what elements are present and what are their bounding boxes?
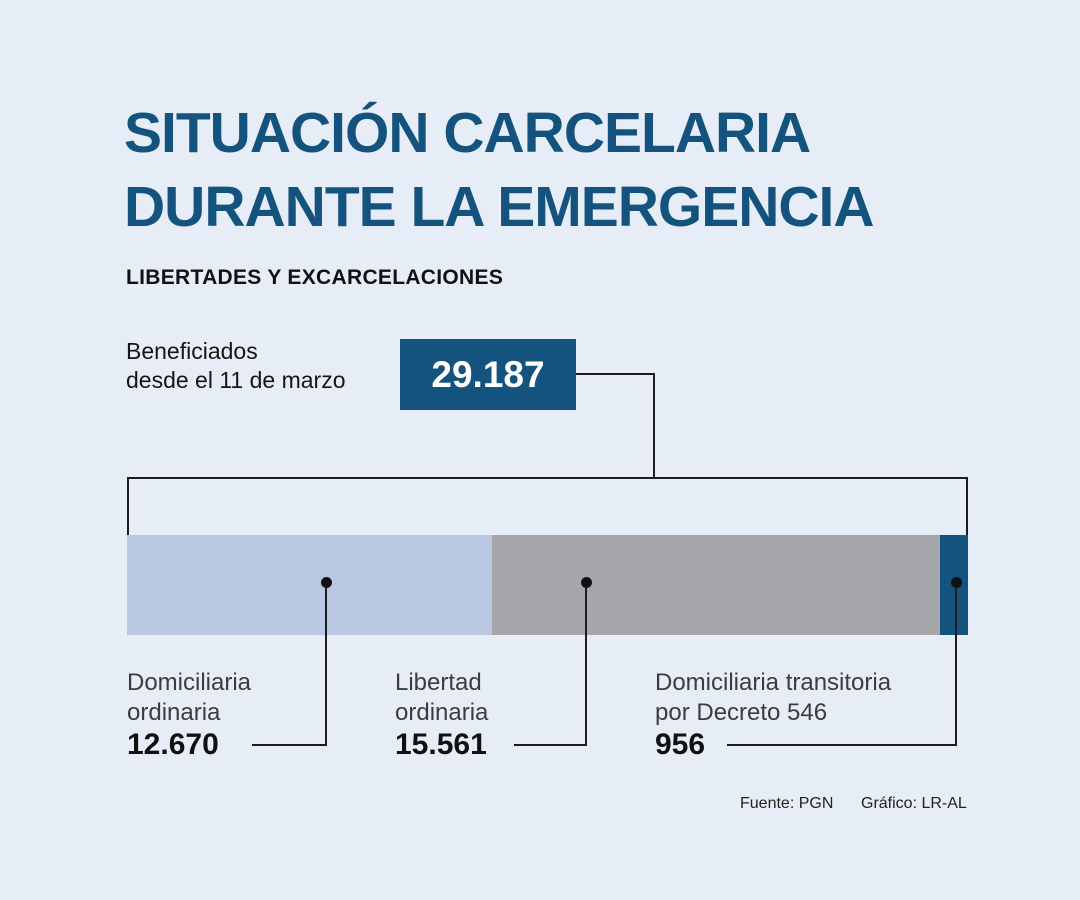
- marker-dot-3: [951, 577, 962, 588]
- segment-label-3: Domiciliaria transitoria por Decreto 546: [655, 669, 892, 726]
- leader-line-1-vertical: [325, 588, 327, 746]
- stacked-bar: [127, 535, 968, 635]
- total-value-box: 29.187: [400, 339, 576, 410]
- segment-value-2: 15.561: [395, 728, 487, 761]
- chart-subtitle: LIBERTADES Y EXCARCELACIONES: [126, 266, 504, 289]
- page-title: SITUACIÓN CARCELARIA DURANTE LA EMERGENC…: [124, 101, 875, 239]
- leader-line-2-horizontal: [514, 744, 587, 746]
- segment-label-1: Domiciliaria ordinaria: [127, 669, 252, 726]
- leader-line-3-vertical: [955, 588, 957, 746]
- bar-segment-domiciliaria-ordinaria: [127, 535, 493, 635]
- connector-line-horizontal: [576, 373, 655, 375]
- graphic-credit: Gráfico: LR-AL: [861, 795, 967, 812]
- bar-segment-libertad-ordinaria: [492, 535, 941, 635]
- total-label: Beneficiados desde el 11 de marzo: [126, 338, 346, 393]
- leader-line-1-horizontal: [252, 744, 327, 746]
- bracket-right-tick: [966, 477, 968, 535]
- segment-label-2: Libertad ordinaria: [395, 669, 489, 726]
- segment-value-3: 956: [655, 728, 706, 761]
- marker-dot-1: [321, 577, 332, 588]
- leader-line-2-vertical: [585, 588, 587, 746]
- leader-line-3-horizontal: [727, 744, 957, 746]
- bracket-top-line: [127, 477, 968, 479]
- connector-line-vertical: [653, 373, 655, 479]
- segment-value-1: 12.670: [127, 728, 219, 761]
- marker-dot-2: [581, 577, 592, 588]
- source-credit: Fuente: PGN: [740, 795, 834, 812]
- bracket-left-tick: [127, 477, 129, 535]
